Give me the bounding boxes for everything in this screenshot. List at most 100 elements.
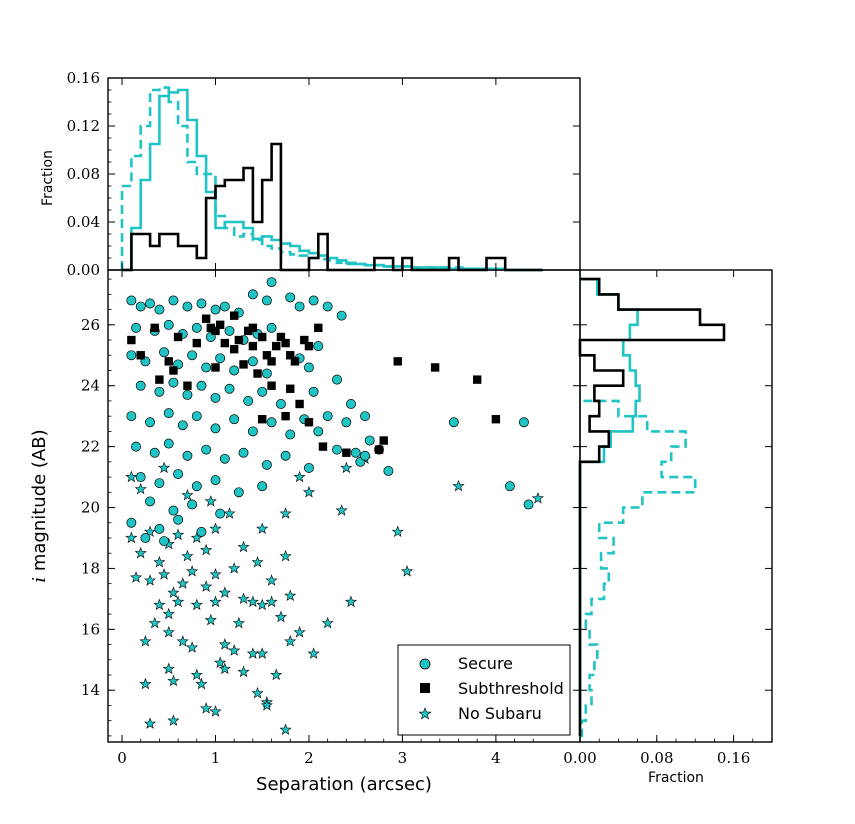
scatter-ytick-label: 26	[81, 316, 100, 334]
right-histogram-ticks: 0.00 0.08 0.16	[563, 270, 773, 767]
legend: Secure Subthreshold No Subaru	[397, 644, 571, 736]
point-subthreshold	[267, 357, 276, 366]
scatter-ylabel: i magnitude (AB)	[29, 429, 50, 582]
point-subthreshold	[295, 399, 304, 409]
point-subthreshold	[248, 323, 258, 333]
point-nosubaru	[452, 479, 465, 492]
point-nosubaru	[200, 702, 213, 714]
point-nosubaru	[167, 714, 180, 726]
point-nosubaru	[256, 598, 269, 611]
point-nosubaru	[228, 562, 241, 574]
point-nosubaru	[200, 580, 213, 592]
point-nosubaru	[531, 492, 544, 504]
point-secure	[280, 450, 291, 461]
point-secure	[238, 447, 249, 458]
point-subthreshold	[229, 311, 239, 320]
scatter-ylabel-italic: i	[29, 577, 50, 583]
scatter-xlabel: Separation (arcsec)	[256, 774, 432, 795]
point-nosubaru	[176, 577, 189, 589]
point-secure	[275, 399, 286, 409]
point-secure	[266, 277, 277, 288]
point-nosubaru	[251, 686, 264, 699]
point-nosubaru	[172, 528, 185, 541]
right-xtick-label: 0.00	[563, 749, 596, 767]
point-nosubaru	[125, 531, 138, 544]
point-subthreshold	[318, 442, 328, 451]
point-secure	[247, 289, 258, 300]
point-secure	[257, 481, 268, 492]
legend-marker-secure	[419, 658, 431, 670]
point-secure	[168, 505, 179, 516]
scatter-xtick-label: 0	[117, 749, 127, 767]
point-secure	[336, 310, 347, 321]
point-subthreshold	[258, 332, 267, 342]
point-subthreshold	[491, 415, 501, 424]
point-subthreshold	[258, 415, 267, 424]
point-secure	[201, 362, 212, 373]
point-nosubaru	[321, 616, 334, 629]
right-hist-no-subaru	[580, 399, 697, 738]
right-histogram-lines	[578, 277, 726, 738]
point-secure	[191, 411, 202, 422]
point-secure	[182, 301, 193, 312]
point-nosubaru	[340, 461, 353, 474]
scatter-ytick-label: 14	[81, 681, 100, 699]
right-xtick-label: 0.16	[717, 749, 750, 767]
point-subthreshold	[234, 335, 244, 345]
right-histogram-panel: 0.00 0.08 0.16 Fraction	[563, 269, 773, 786]
point-secure	[210, 392, 221, 403]
point-secure	[504, 481, 515, 492]
point-subthreshold	[173, 332, 183, 342]
point-secure	[261, 295, 272, 306]
point-subthreshold	[286, 351, 295, 360]
point-nosubaru	[190, 598, 203, 611]
point-secure	[135, 301, 146, 312]
point-secure	[201, 444, 212, 455]
point-nosubaru	[162, 662, 175, 675]
point-nosubaru	[144, 717, 157, 729]
point-nosubaru	[214, 656, 227, 668]
point-nosubaru	[265, 574, 278, 586]
point-secure	[135, 380, 146, 391]
point-secure	[229, 365, 240, 376]
point-nosubaru	[200, 543, 213, 556]
point-nosubaru	[335, 504, 348, 516]
point-subthreshold	[201, 314, 211, 323]
point-secure	[304, 362, 314, 373]
top-histogram-panel: 0.00 0.04 0.08 0.12 0.16 Fraction	[40, 69, 581, 279]
point-subthreshold	[150, 323, 159, 333]
point-subthreshold	[192, 338, 201, 348]
point-nosubaru	[279, 549, 292, 562]
right-histogram-xlabel: Fraction	[648, 770, 704, 786]
scatter-ticks: 0 1 2 3 4 14 16 18 20 22 24 26	[81, 270, 580, 767]
point-secure	[182, 389, 193, 400]
scatter-points	[125, 277, 544, 735]
point-nosubaru	[190, 668, 203, 681]
point-secure	[308, 295, 319, 306]
right-hist-subthreshold	[578, 277, 726, 736]
point-secure	[159, 347, 170, 358]
point-secure	[518, 417, 529, 428]
top-ytick-label: 0.04	[67, 213, 100, 231]
point-secure	[163, 438, 174, 449]
point-secure	[266, 417, 277, 428]
point-nosubaru	[186, 641, 199, 653]
point-subthreshold	[262, 351, 272, 360]
top-histogram-ylabel: Fraction	[40, 150, 56, 206]
point-secure	[187, 499, 198, 510]
point-secure	[191, 481, 202, 492]
point-nosubaru	[232, 616, 245, 629]
point-secure	[196, 526, 207, 537]
point-nosubaru	[265, 595, 278, 608]
point-subthreshold	[374, 445, 384, 454]
point-secure	[196, 298, 207, 309]
point-subthreshold	[290, 357, 300, 366]
point-nosubaru	[148, 616, 161, 629]
scatter-ytick-label: 24	[81, 377, 100, 395]
point-nosubaru	[167, 586, 180, 598]
point-secure	[159, 536, 170, 546]
point-secure	[126, 350, 137, 361]
top-ytick-label: 0.08	[67, 165, 100, 183]
point-nosubaru	[134, 546, 147, 559]
point-secure	[285, 292, 296, 303]
